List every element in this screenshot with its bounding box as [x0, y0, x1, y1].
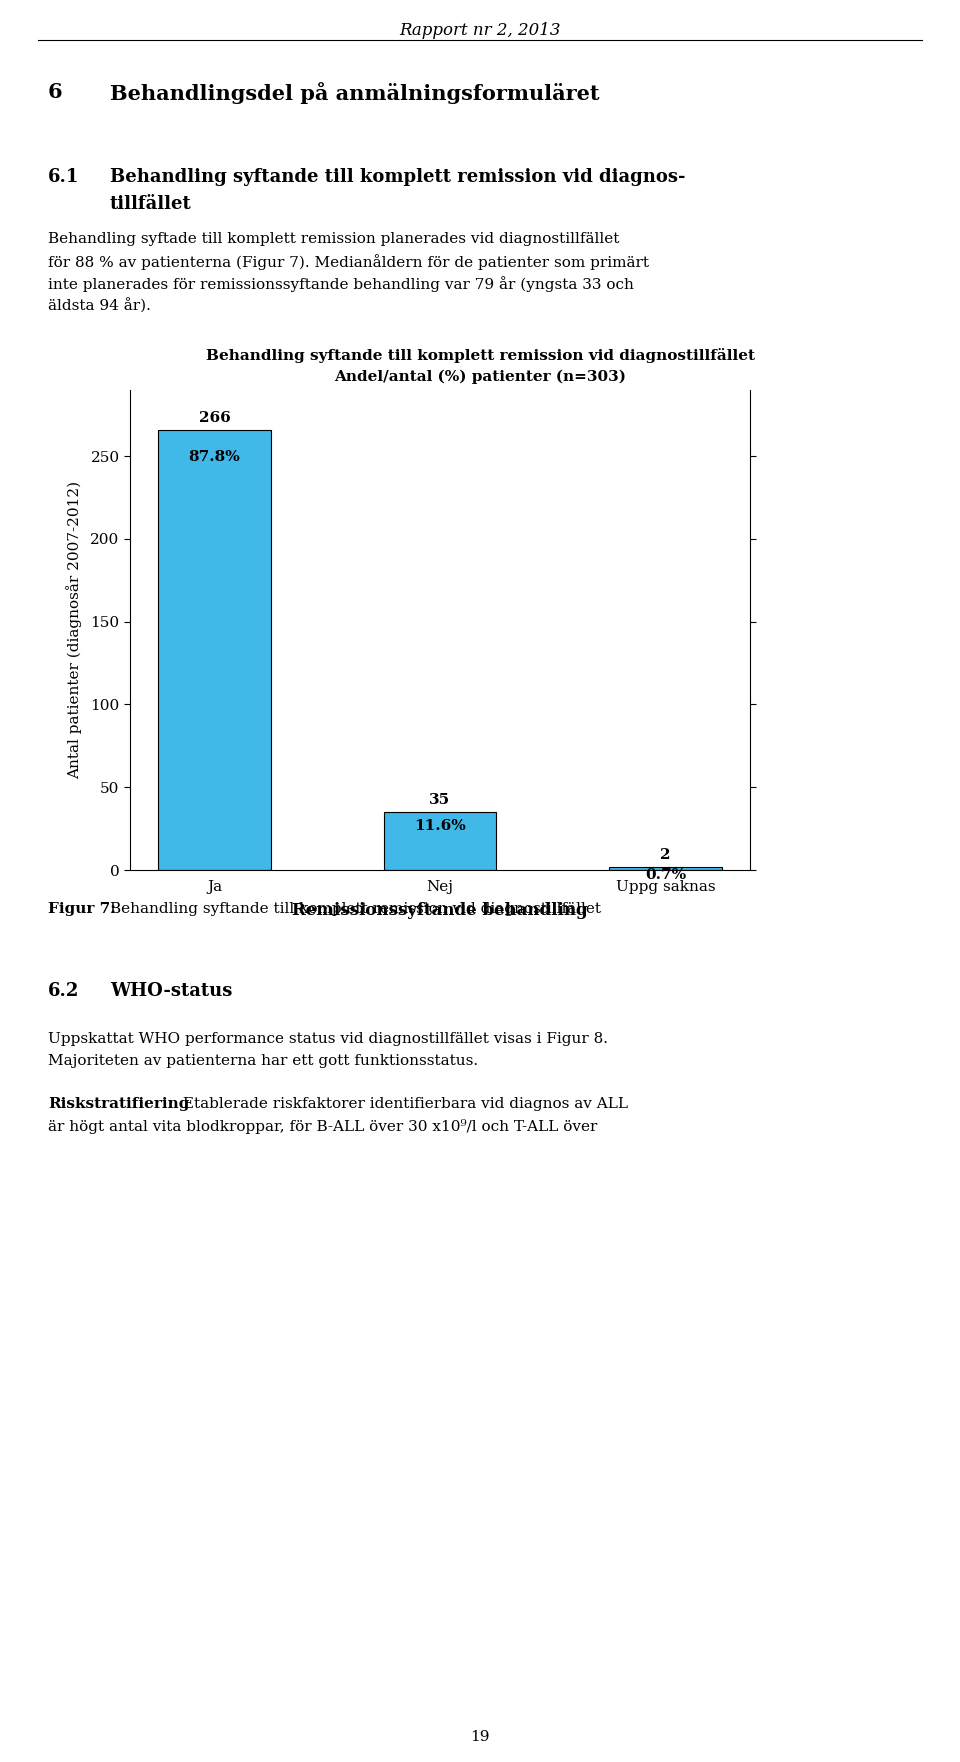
Text: 6.1: 6.1 — [48, 167, 80, 187]
Text: 2: 2 — [660, 848, 671, 862]
Text: tillfället: tillfället — [110, 196, 192, 213]
Text: Behandling syftade till komplett remission planerades vid diagnostillfället: Behandling syftade till komplett remissi… — [48, 233, 619, 247]
X-axis label: Remissionssyftande behandling: Remissionssyftande behandling — [292, 902, 588, 920]
Bar — [158, 430, 271, 870]
Text: 6: 6 — [48, 83, 62, 102]
Text: Majoriteten av patienterna har ett gott funktionsstatus.: Majoriteten av patienterna har ett gott … — [48, 1054, 478, 1068]
Text: äldsta 94 år).: äldsta 94 år). — [48, 298, 151, 314]
Text: Behandling syftande till komplett remission vid diagnostillfället: Behandling syftande till komplett remiss… — [205, 349, 755, 363]
Bar — [609, 867, 722, 870]
Text: WHO-status: WHO-status — [110, 981, 232, 1001]
Text: Etablerade riskfaktorer identifierbara vid diagnos av ALL: Etablerade riskfaktorer identifierbara v… — [178, 1098, 628, 1112]
Text: Andel/antal (%) patienter (n=303): Andel/antal (%) patienter (n=303) — [334, 370, 626, 384]
Text: 87.8%: 87.8% — [189, 449, 240, 463]
Text: Behandling syftande till komplett remission vid diagnostillfället: Behandling syftande till komplett remiss… — [110, 902, 601, 916]
Text: 19: 19 — [470, 1730, 490, 1744]
Text: Behandling syftande till komplett remission vid diagnos-: Behandling syftande till komplett remiss… — [110, 167, 685, 187]
Text: är högt antal vita blodkroppar, för B-ALL över 30 x10⁹/l och T-ALL över: är högt antal vita blodkroppar, för B-AL… — [48, 1119, 597, 1135]
Text: 6.2: 6.2 — [48, 981, 80, 1001]
Text: för 88 % av patienterna (Figur 7). Medianåldern för de patienter som primärt: för 88 % av patienterna (Figur 7). Media… — [48, 254, 649, 270]
Y-axis label: Antal patienter (diagnosår 2007-2012): Antal patienter (diagnosår 2007-2012) — [66, 481, 82, 779]
Text: 0.7%: 0.7% — [645, 869, 686, 883]
Text: 266: 266 — [199, 411, 230, 425]
Text: Behandlingsdel på anmälningsformuläret: Behandlingsdel på anmälningsformuläret — [110, 83, 599, 104]
Bar — [384, 812, 496, 870]
Text: Uppskattat WHO performance status vid diagnostillfället visas i Figur 8.: Uppskattat WHO performance status vid di… — [48, 1033, 608, 1047]
Text: inte planerades för remissionssyftande behandling var 79 år (yngsta 33 och: inte planerades för remissionssyftande b… — [48, 277, 634, 292]
Text: 35: 35 — [429, 793, 450, 807]
Text: 11.6%: 11.6% — [414, 819, 466, 833]
Text: Figur 7:: Figur 7: — [48, 902, 116, 916]
Text: Riskstratifiering: Riskstratifiering — [48, 1098, 189, 1112]
Text: Rapport nr 2, 2013: Rapport nr 2, 2013 — [399, 21, 561, 39]
